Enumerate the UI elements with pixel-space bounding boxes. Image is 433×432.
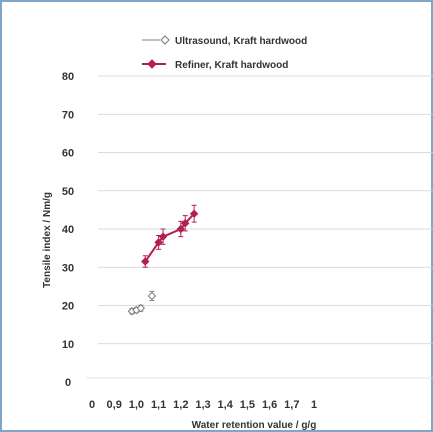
data-point xyxy=(147,291,157,301)
tick-labels: 0 10 20 30 40 50 60 70 80 0 0,9 1,0 1,1 1,2 1,3 1,4 1,5 1… xyxy=(62,71,317,411)
data-point xyxy=(136,303,146,313)
legend-item-refiner: Refiner, Kraft hardwood xyxy=(142,59,288,71)
data-series xyxy=(127,204,199,316)
x-tick-label: 1,1 xyxy=(151,399,166,411)
y-axis-label: Tensile index / Nm/g xyxy=(42,192,53,288)
data-point xyxy=(158,232,168,241)
x-tick-label: 1,2 xyxy=(173,399,188,411)
legend-marker-refiner xyxy=(147,59,157,69)
data-point xyxy=(189,209,199,218)
y-tick-label: 40 xyxy=(62,224,74,236)
y-tick-label: 60 xyxy=(62,148,74,160)
x-tick-label: 1,5 xyxy=(240,399,255,411)
x-tick-label: 1,6 xyxy=(262,399,277,411)
y-tick-label: 10 xyxy=(62,339,74,351)
y-tick-label: 80 xyxy=(62,71,74,83)
series-refiner xyxy=(141,204,199,268)
y-tick-label: 30 xyxy=(62,262,74,274)
x-tick-label: 1,3 xyxy=(195,399,210,411)
x-axis-label: Water retention value / g/g xyxy=(192,420,317,431)
grid-lines xyxy=(98,75,433,345)
y-tick-label: 50 xyxy=(62,186,74,198)
y-tick-label: 20 xyxy=(62,301,74,313)
x-tick-label: 1,4 xyxy=(218,399,234,411)
x-tick-label: 1,0 xyxy=(129,399,144,411)
y-tick-label: 0 xyxy=(65,377,71,389)
data-point xyxy=(154,238,163,247)
x-tick-label: 0 xyxy=(89,399,95,411)
data-point xyxy=(176,224,186,234)
legend-marker-ultrasound xyxy=(160,35,170,45)
legend-label-refiner: Refiner, Kraft hardwood xyxy=(175,60,288,71)
x-tick-label: 0,9 xyxy=(107,399,122,411)
legend-label-ultrasound: Ultrasound, Kraft hardwood xyxy=(175,36,307,47)
data-point xyxy=(141,257,150,266)
legend-item-ultrasound: Ultrasound, Kraft hardwood xyxy=(142,35,307,47)
series-ultrasound xyxy=(127,290,157,316)
x-tick-label: 1 xyxy=(311,399,317,411)
data-point xyxy=(181,219,190,228)
x-tick-label: 1,7 xyxy=(284,399,299,411)
legend: Ultrasound, Kraft hardwood Refiner, Kraf… xyxy=(142,35,307,71)
y-tick-label: 70 xyxy=(62,109,74,121)
